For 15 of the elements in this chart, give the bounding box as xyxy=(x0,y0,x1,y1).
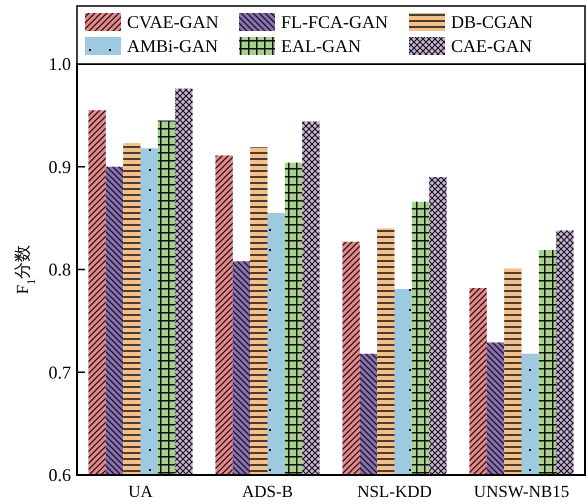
legend-label: FL-FCA-GAN xyxy=(281,12,388,32)
x-tick-label: UA xyxy=(128,482,154,501)
y-tick-label: 0.8 xyxy=(48,260,71,280)
y-tick-label: 0.9 xyxy=(48,156,71,177)
y-tick-label: 1.0 xyxy=(48,54,71,74)
legend-label: CAE-GAN xyxy=(451,36,532,56)
legend-label: EAL-GAN xyxy=(281,36,361,56)
x-tick-label: NSL-KDD xyxy=(357,482,432,501)
legend-label: AMBi-GAN xyxy=(127,36,218,56)
y-tick-label: 0.6 xyxy=(48,465,71,485)
legend-label: CVAE-GAN xyxy=(127,12,219,32)
y-tick-label: 0.7 xyxy=(48,362,71,382)
legend-label: DB-CGAN xyxy=(451,12,534,32)
x-tick-label: UNSW-NB15 xyxy=(474,482,570,501)
x-tick-label: ADS-B xyxy=(242,482,294,501)
